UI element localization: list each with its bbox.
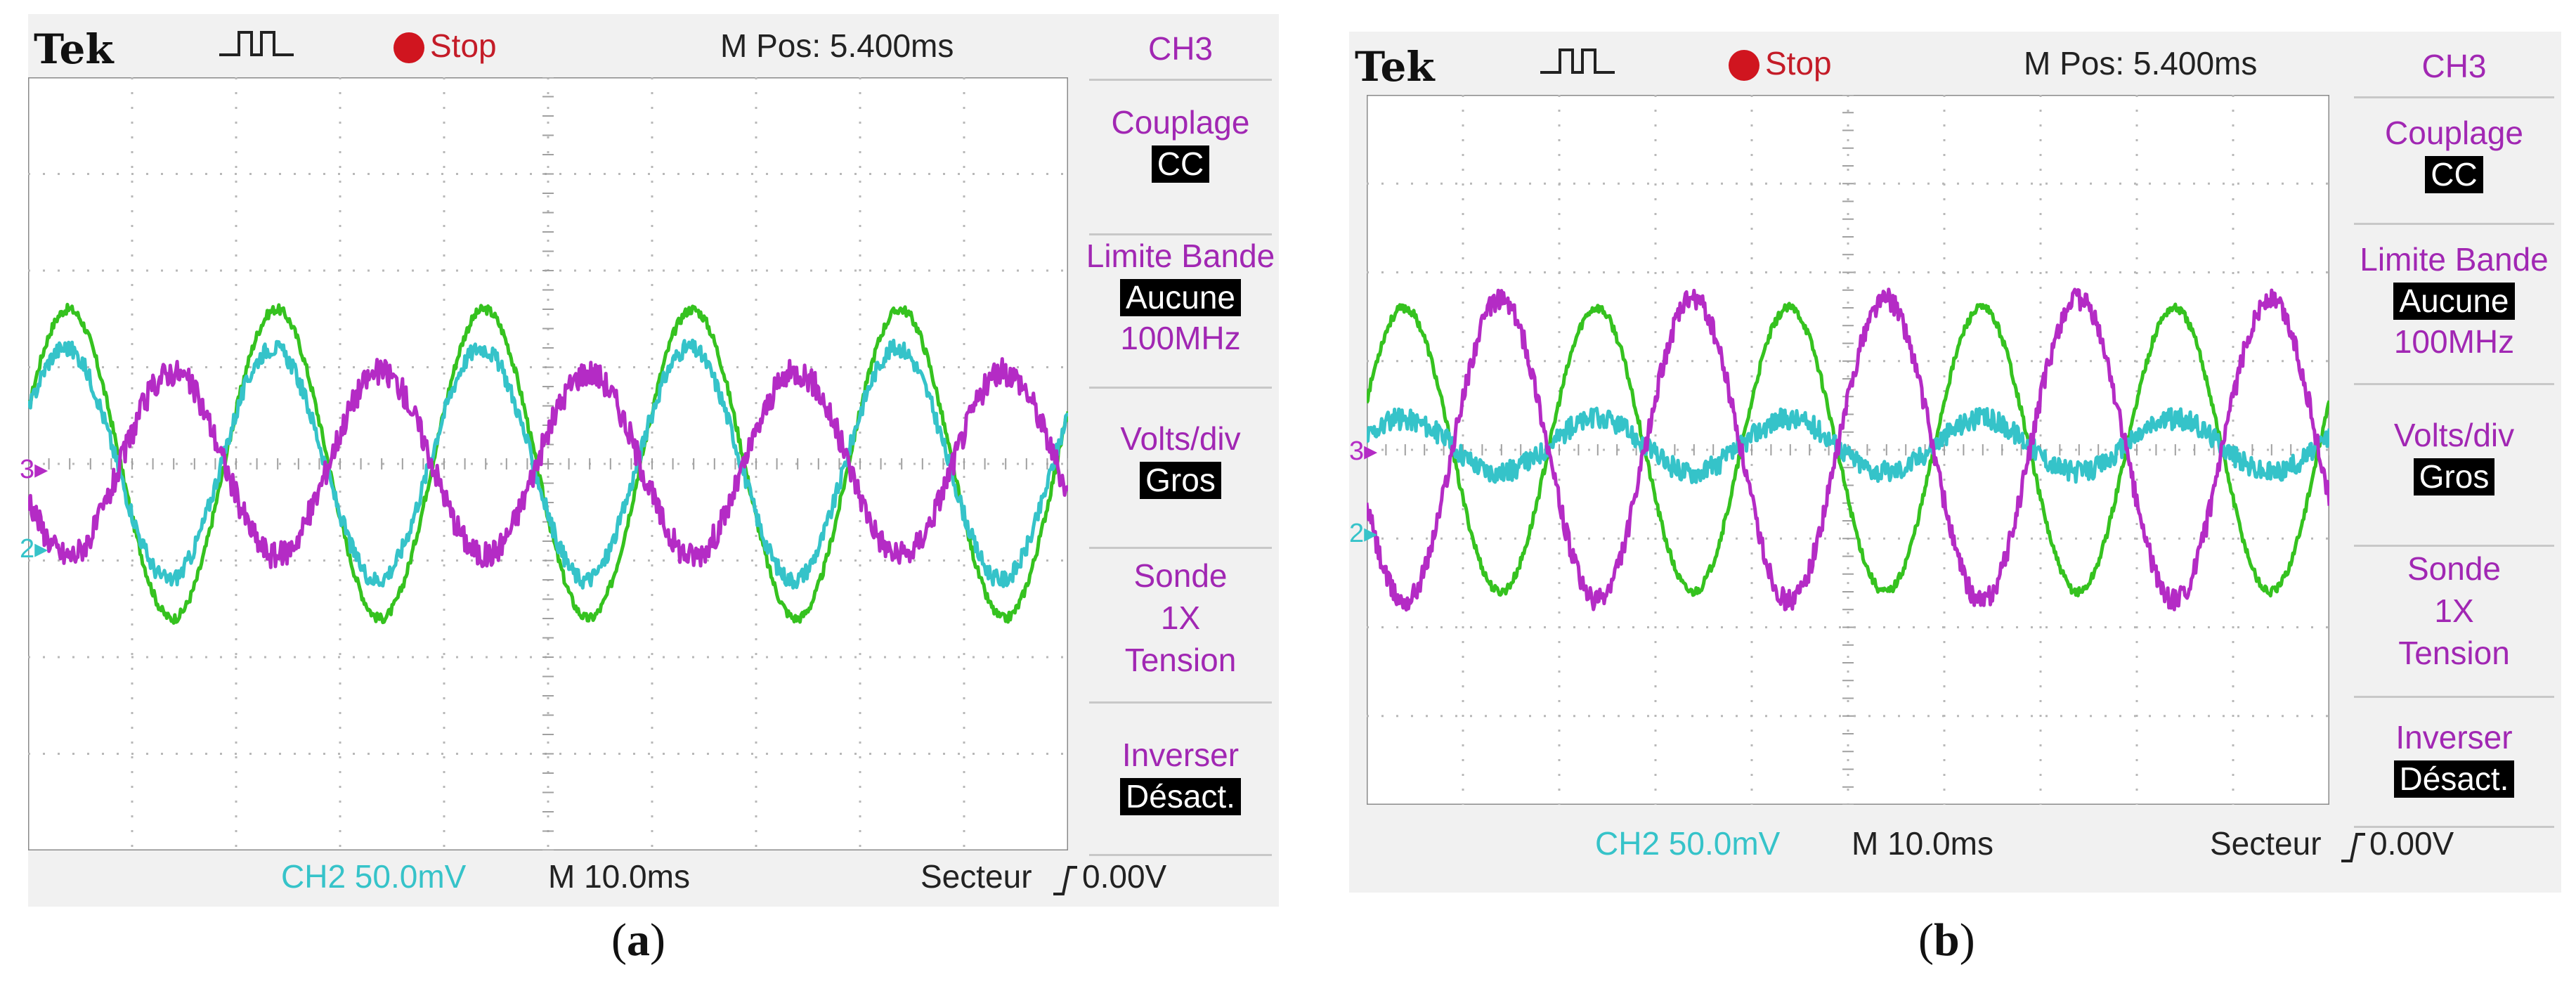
trigger-level: 0.00V <box>1082 858 1167 895</box>
invert-value: Désact. <box>1120 777 1241 815</box>
coupling-value: CC <box>2425 155 2483 193</box>
ch2-marker-label: 2 <box>1349 519 1365 548</box>
voltsdiv-option[interactable]: Volts/div Gros <box>2347 415 2561 497</box>
invert-option[interactable]: Inverser Désact. <box>2347 717 2561 799</box>
trigger-source: Secteur <box>2210 825 2322 862</box>
trigger-source: Secteur <box>921 858 1032 895</box>
menu-divider <box>1089 701 1272 704</box>
bandwidth-sub: 100MHz <box>2393 323 2515 360</box>
waveform-area <box>28 77 1068 850</box>
voltsdiv-label: Volts/div <box>2393 417 2515 453</box>
waveform-area <box>1367 95 2329 805</box>
voltsdiv-value: Gros <box>2413 458 2495 496</box>
ch3-marker-label: 3 <box>1349 436 1365 466</box>
menu-divider <box>2354 696 2554 698</box>
voltsdiv-option[interactable]: Volts/div Gros <box>1082 418 1279 500</box>
menu-channel-title: CH3 <box>1147 30 1214 67</box>
invert-label: Inverser <box>1121 737 1240 773</box>
scope-panel-b: Tek Stop M Pos: 5.400ms ▼ 3▸ 2▸ CH2 50.0… <box>1349 32 2561 893</box>
trigger-mode-icon <box>1540 48 1615 74</box>
bandwidth-value: Aucune <box>1119 278 1241 316</box>
probe-label: Sonde <box>1133 557 1228 594</box>
invert-value: Désact. <box>2393 760 2515 798</box>
horizontal-position: M Pos: 5.400ms <box>2024 45 2258 82</box>
rising-edge-icon <box>1053 866 1077 895</box>
bandwidth-value: Aucune <box>2393 282 2515 320</box>
menu-divider <box>1089 79 1272 81</box>
menu-title-group: CH3 <box>1082 28 1279 70</box>
probe-type: Tension <box>1124 641 1237 678</box>
probe-option[interactable]: Sonde 1X Tension <box>1082 555 1279 681</box>
probe-option[interactable]: Sonde 1X Tension <box>2347 548 2561 674</box>
coupling-option[interactable]: Couplage CC <box>1082 102 1279 184</box>
acquisition-state: Stop <box>430 27 497 64</box>
ch3-marker-label: 3 <box>20 455 35 484</box>
scope-footer: CH2 50.0mV M 10.0ms Secteur 0.00V <box>28 857 1279 907</box>
ch2-ground-marker: 2▸ <box>20 534 48 564</box>
waveform-trace-2 <box>28 338 1068 590</box>
caption-b: (b) <box>1918 914 1975 966</box>
probe-label: Sonde <box>2407 550 2501 587</box>
menu-divider <box>1089 233 1272 235</box>
channel-menu: CH3 Couplage CC Limite Bande Aucune 100M… <box>1082 14 1279 907</box>
scope-footer: CH2 50.0mV M 10.0ms Secteur 0.00V <box>1349 824 2561 874</box>
channel-menu: CH3 Couplage CC Limite Bande Aucune 100M… <box>2347 32 2561 893</box>
menu-divider <box>2354 96 2554 98</box>
trigger-level: 0.00V <box>2369 825 2454 862</box>
ch2-ground-marker: 2▸ <box>1349 519 1378 548</box>
timebase: M 10.0ms <box>548 858 690 895</box>
ch3-ground-marker: 3▸ <box>20 455 48 484</box>
waveform-trace-1 <box>1367 302 2329 598</box>
scope-panel-a: Tek Stop M Pos: 5.400ms ▼ 3▸ 2▸ CH2 50.0… <box>20 14 1279 907</box>
menu-divider <box>2354 383 2554 385</box>
stop-indicator-icon <box>1729 50 1759 81</box>
ch3-ground-marker: 3▸ <box>1349 436 1378 466</box>
voltsdiv-label: Volts/div <box>1120 420 1241 457</box>
probe-factor: 1X <box>2434 592 2474 629</box>
horizontal-position: M Pos: 5.400ms <box>720 27 954 64</box>
waveform-trace-3 <box>28 357 1068 569</box>
scope-header: Tek Stop M Pos: 5.400ms <box>28 14 1279 73</box>
menu-title-group: CH3 <box>2347 46 2561 88</box>
menu-channel-title: CH3 <box>2421 48 2487 84</box>
waveform-trace-3 <box>1367 287 2329 612</box>
bandwidth-label: Limite Bande <box>1086 238 1275 274</box>
menu-divider <box>2354 545 2554 547</box>
coupling-label: Couplage <box>1111 104 1250 141</box>
coupling-label: Couplage <box>2385 115 2523 151</box>
waveform-trace-2 <box>1367 406 2329 484</box>
voltsdiv-value: Gros <box>1140 461 1221 499</box>
ch2-scale: CH2 50.0mV <box>281 858 467 895</box>
caption-a: (a) <box>611 914 665 966</box>
acquisition-state: Stop <box>1765 45 1832 82</box>
brand-label: Tek <box>34 25 114 73</box>
probe-type: Tension <box>2398 634 2510 671</box>
brand-label: Tek <box>1355 43 1435 91</box>
ch2-scale: CH2 50.0mV <box>1595 825 1781 862</box>
menu-divider <box>2354 223 2554 225</box>
menu-divider <box>1089 387 1272 389</box>
menu-divider <box>1089 547 1272 549</box>
stop-indicator-icon <box>393 32 424 63</box>
scope-header: Tek Stop M Pos: 5.400ms <box>1349 32 2561 91</box>
ch2-marker-label: 2 <box>20 534 35 564</box>
menu-divider <box>2354 826 2554 828</box>
bandwidth-sub: 100MHz <box>1120 319 1241 356</box>
invert-label: Inverser <box>2395 719 2513 756</box>
caption-a-letter: a <box>626 914 650 966</box>
rising-edge-icon <box>2341 833 2365 862</box>
trigger-mode-icon <box>219 31 294 56</box>
bandwidth-option[interactable]: Limite Bande Aucune 100MHz <box>2347 239 2561 363</box>
bandwidth-option[interactable]: Limite Bande Aucune 100MHz <box>1082 235 1279 359</box>
timebase: M 10.0ms <box>1852 825 1993 862</box>
caption-b-letter: b <box>1933 914 1960 966</box>
probe-factor: 1X <box>1160 599 1201 636</box>
menu-divider <box>1089 854 1272 856</box>
bandwidth-label: Limite Bande <box>2360 241 2549 278</box>
coupling-option[interactable]: Couplage CC <box>2347 112 2561 195</box>
coupling-value: CC <box>1151 145 1210 183</box>
invert-option[interactable]: Inverser Désact. <box>1082 734 1279 817</box>
